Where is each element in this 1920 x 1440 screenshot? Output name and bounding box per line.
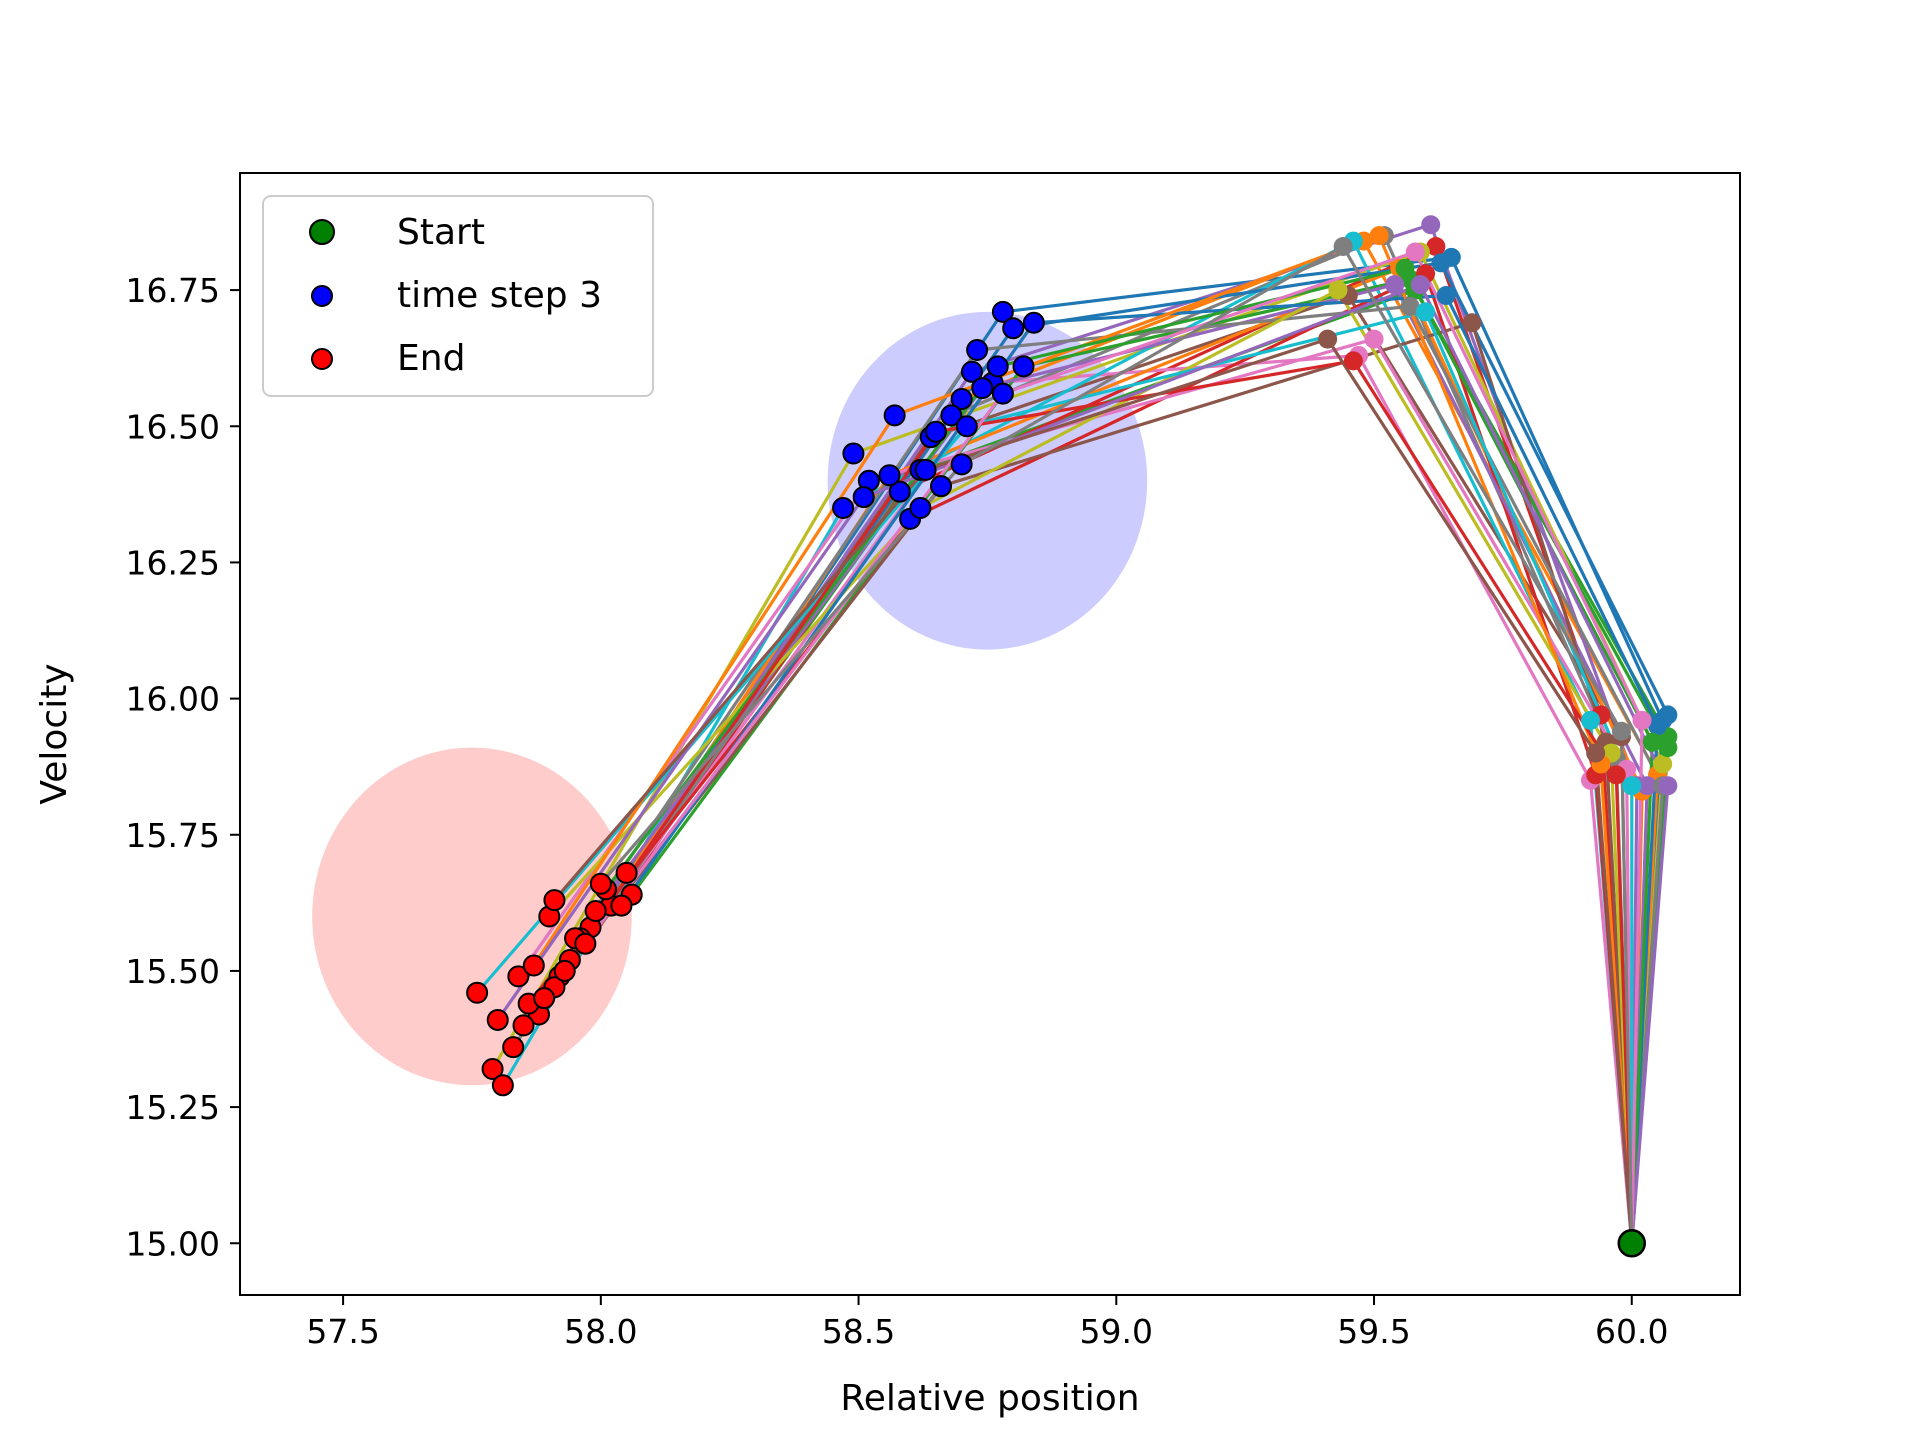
trajectory-point-25-2 [1410,275,1430,295]
time-step-3-point-13 [1012,355,1035,378]
time-step-3-point-23 [986,355,1009,378]
trajectory-point-23-2 [1395,258,1415,278]
time-step-3-point-28 [950,453,973,476]
y-axis-label: Velocity [34,663,75,804]
trajectory-point-17-2 [1364,329,1384,349]
trajectory-point-21-1 [1648,716,1668,736]
legend-end-marker [311,348,333,370]
y-tick-label-0: 15.00 [126,1224,220,1263]
x-axis-ticks: 57.5 58.0 58.5 59.0 59.5 60.0 [306,1295,1668,1351]
end-point-15 [584,900,607,923]
trajectory-point-26-2 [1318,329,1338,349]
x-tick-label-0: 57.5 [306,1312,379,1351]
trajectory-point-19-2 [1328,280,1348,300]
time-step-3-point-16 [930,475,953,498]
trajectory-point-25-1 [1658,776,1678,796]
trajectory-point-20-1 [1622,776,1642,796]
time-step-3-point-22 [883,404,906,427]
time-step-3-point-25 [852,486,875,509]
trajectory-point-23-1 [1642,732,1662,752]
time-step-3-point-15 [971,377,994,400]
time-step-3-point-19 [909,496,932,519]
trajectory-point-15-2 [1385,275,1405,295]
trajectory-point-5-2 [1421,215,1441,235]
time-step-3-point-11 [1002,317,1025,340]
time-step-3-point-26 [914,458,937,481]
trajectory-point-21-2 [1436,286,1456,306]
end-point-17 [507,965,530,988]
legend-box [262,195,654,397]
legend: Start time step 3 End [262,195,654,397]
trajectory-point-28-1 [1611,721,1631,741]
time-step-3-point-9 [842,442,865,465]
x-tick-label-5: 60.0 [1595,1312,1668,1351]
trajectory-point-16-2 [1462,313,1482,333]
end-point-9 [481,1057,504,1080]
y-tick-label-4: 16.00 [126,680,220,719]
y-tick-label-3: 15.75 [126,816,220,855]
time-step-3-point-4 [888,480,911,503]
time-step-3-point-5 [960,360,983,383]
trajectory-point-18-2 [1400,296,1420,316]
plot-frame [239,172,1741,1296]
start-point [1617,1229,1647,1258]
trajectory-point-13-1 [1658,738,1678,758]
x-tick-label-4: 59.5 [1337,1312,1410,1351]
end-point-11 [615,861,638,884]
end-point-28 [589,872,612,895]
end-point-6 [512,1014,535,1037]
x-axis-label: Relative position [840,1378,1139,1419]
legend-end-label: End [397,338,465,379]
trajectory-point-10-1 [1581,710,1601,730]
trajectory-point-15-1 [1637,776,1657,796]
legend-start-label: Start [397,212,485,253]
time-step-3-point-8 [940,404,963,427]
time-step-3-point-18 [966,339,989,362]
x-tick-label-2: 58.5 [822,1312,895,1351]
trajectory-markers [466,215,1678,1258]
time-step-3-point-10 [832,496,855,519]
end-point-27 [574,932,597,955]
y-tick-label-2: 15.50 [126,952,220,991]
time-step-3-point-20 [955,415,978,438]
time-step-3-point-12 [878,464,901,487]
time-step-3-point-21 [1022,311,1045,334]
trajectory-point-27-2 [1405,242,1425,262]
y-tick-label-7: 16.75 [126,271,220,310]
trajectory-point-20-2 [1416,302,1436,322]
trajectory-point-11-2 [1431,253,1451,273]
end-point-10 [491,1074,514,1097]
end-point-16 [553,959,576,982]
trajectory-point-9-1 [1653,754,1673,774]
y-tick-label-6: 16.50 [126,407,220,446]
end-point-24 [533,987,556,1010]
end-point-20 [466,981,489,1004]
trajectory-point-27-1 [1632,710,1652,730]
trajectory-point-24-2 [1343,351,1363,371]
end-point-22 [522,954,545,977]
trajectory-point-4-2 [1426,237,1446,257]
end-point-25 [486,1008,509,1031]
time-step-3-point-27 [991,382,1014,405]
trajectory-point-22-2 [1369,226,1389,246]
y-tick-label-1: 15.25 [126,1088,220,1127]
trajectory-point-24-1 [1606,765,1626,785]
end-point-21 [610,894,633,917]
legend-start-marker [309,219,335,245]
end-point-26 [543,889,566,912]
y-tick-label-5: 16.25 [126,543,220,582]
time-step-3-point-1 [991,300,1014,323]
legend-time-step-3-marker [311,285,333,307]
x-tick-label-3: 59.0 [1080,1312,1153,1351]
time-step-3-point-24 [924,420,947,443]
legend-time-step-3-label: time step 3 [397,275,602,316]
trajectory-point-28-2 [1333,237,1353,257]
x-tick-label-1: 58.0 [564,1312,637,1351]
trajectory-point-26-1 [1586,743,1606,763]
time-step-3-point-2 [950,388,973,411]
y-axis-ticks: 15.00 15.25 15.50 15.75 16.00 16.25 16.50 16.75 [126,271,240,1263]
end-point-8 [502,1036,525,1059]
